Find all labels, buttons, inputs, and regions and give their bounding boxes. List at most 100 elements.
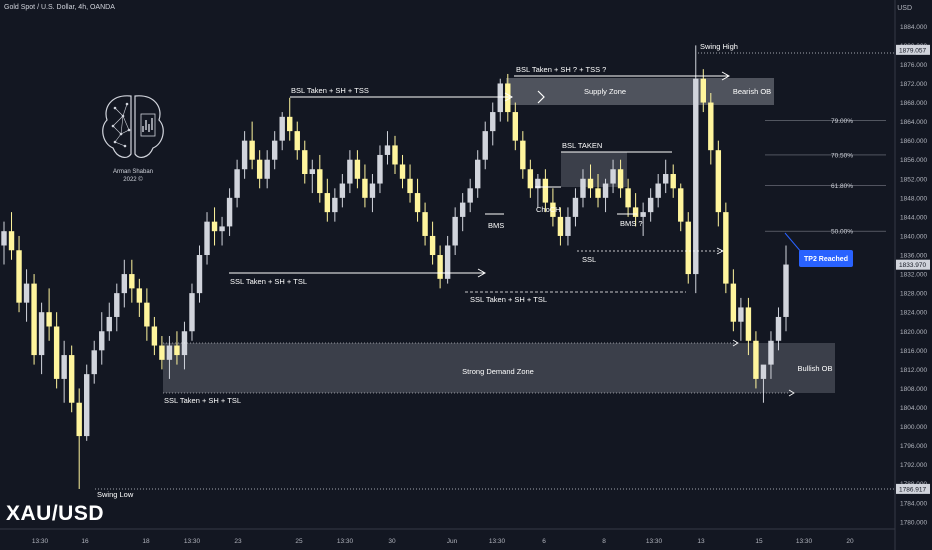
candle-body [196, 255, 203, 294]
brain-link [120, 115, 124, 135]
candle-body [53, 326, 60, 379]
candle-body [151, 326, 158, 346]
candle-body [166, 345, 173, 360]
candle-body [114, 293, 120, 317]
x-tick-label: 30 [388, 538, 396, 545]
y-tick-label: 1812.000 [900, 367, 927, 374]
candle-body [444, 245, 451, 279]
fib-label: 79.00% [831, 118, 853, 125]
bsl1-label: BSL Taken + SH + TSS [291, 86, 369, 95]
y-tick-label: 1836.000 [900, 253, 927, 260]
y-tick-label: 1820.000 [900, 329, 927, 336]
candle-body [189, 293, 195, 332]
candle-body [38, 312, 45, 356]
candle-body [640, 212, 646, 217]
candle-body [602, 183, 609, 198]
candle-body [1, 231, 7, 246]
y-tick-label: 1860.000 [900, 138, 927, 145]
candle-body [226, 197, 233, 227]
candle-body [783, 264, 789, 317]
candle-body [429, 235, 436, 256]
candle-body [625, 188, 631, 208]
candle-body [557, 216, 564, 236]
brain-left-half [102, 95, 132, 158]
candle-body [287, 116, 293, 132]
brain-link [112, 125, 122, 135]
currency-label: USD [897, 5, 912, 12]
demand-arrow-2 [788, 389, 795, 397]
annotation-labels: BSL Taken + SH + TSS BSL Taken + SH ? + T… [97, 42, 853, 499]
y-tick-label: 1832.000 [900, 272, 927, 279]
candle-body [565, 216, 571, 236]
candle-body [309, 169, 315, 175]
x-tick-label: 18 [142, 538, 150, 545]
candle-body [414, 193, 421, 213]
candle-body [738, 307, 744, 322]
current-price-label: 1833.970 [899, 262, 926, 269]
candle-body [610, 169, 616, 184]
y-tick-label: 1808.000 [900, 386, 927, 393]
x-tick-label: 13:30 [184, 538, 201, 545]
brain-link [114, 141, 126, 147]
candle-body [8, 231, 15, 251]
candle-body [685, 221, 691, 275]
candle-body [16, 250, 22, 303]
candle-body [23, 283, 30, 303]
candle-body [347, 159, 353, 184]
candle-body [219, 226, 225, 232]
candle-body [632, 207, 639, 217]
y-tick-label: 1884.000 [900, 24, 927, 31]
candle-body [129, 274, 135, 289]
swing-low-label: Swing Low [97, 490, 134, 499]
y-tick-label: 1872.000 [900, 81, 927, 88]
fib-label: 61.80% [831, 183, 853, 190]
candle-body [708, 102, 714, 151]
candle-body [121, 274, 128, 294]
candle-body [392, 145, 398, 165]
y-tick-label: 1800.000 [900, 424, 927, 431]
candle-body [572, 197, 579, 217]
candle-body [204, 221, 210, 256]
brain-right-half [134, 95, 164, 158]
supply-arrow [537, 90, 545, 104]
swing-high-label: Swing High [700, 42, 738, 51]
bullish-ob-label: Bullish OB [797, 364, 832, 373]
fib-label: 50.00% [831, 229, 853, 236]
candle-body [715, 150, 722, 213]
candle-body [384, 145, 391, 155]
ssl-label: SSL [582, 255, 596, 264]
candle-body [339, 183, 346, 198]
candle-body [452, 216, 458, 246]
x-tick-label: 13:30 [489, 538, 506, 545]
candle-body [407, 178, 413, 194]
y-tick-label: 1824.000 [900, 310, 927, 317]
brain-link [120, 129, 130, 135]
candle-body [354, 159, 361, 179]
brain-link [114, 107, 124, 117]
symbol-label: XAU/USD [6, 502, 105, 525]
candle-body [106, 316, 112, 332]
bsl-taken-zone [561, 152, 627, 187]
candle-body [467, 188, 473, 203]
candle-body [542, 178, 549, 203]
candle-body [535, 178, 541, 189]
x-tick-label: Jun [447, 538, 458, 545]
bsl-taken-label: BSL TAKEN [562, 141, 602, 150]
candle-body [760, 364, 767, 379]
candle-body [76, 402, 82, 437]
y-tick-label: 1792.000 [900, 462, 927, 469]
annotation-lines [95, 52, 895, 490]
supply-zone [506, 78, 774, 105]
y-tick-label: 1804.000 [900, 405, 927, 412]
candle-body [580, 178, 586, 198]
y-tick-label: 1796.000 [900, 443, 927, 450]
brain-link [114, 133, 122, 143]
tp2-label: TP2 Reached [804, 256, 848, 263]
candle-body [174, 345, 180, 356]
candle-body [647, 197, 654, 213]
candle-body [512, 112, 519, 141]
candle-body [68, 355, 75, 403]
y-tick-label: 1780.000 [900, 519, 927, 526]
